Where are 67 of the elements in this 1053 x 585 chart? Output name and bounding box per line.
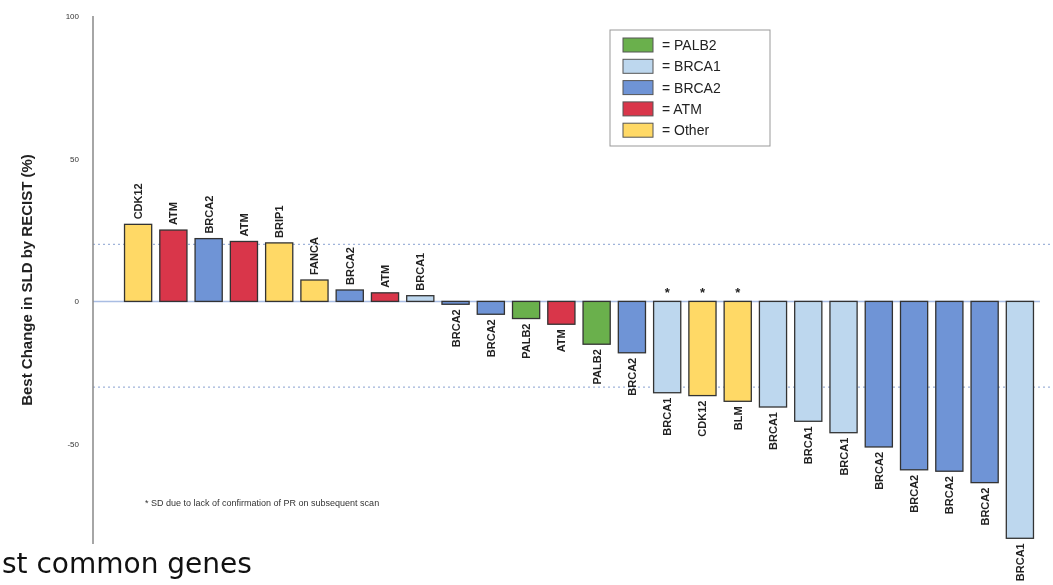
y-axis-title: Best Change in SLD by RECIST (%) bbox=[18, 154, 35, 406]
bar bbox=[1005, 300, 1035, 539]
annotation: * SD due to lack of confirmation of PR on subsequent scan bbox=[145, 498, 380, 508]
x-tick-label: BRCA2 bbox=[343, 247, 356, 285]
x-tick-label: ATM bbox=[167, 202, 180, 226]
x-tick-label: BRCA2 bbox=[872, 451, 885, 490]
bar bbox=[688, 300, 717, 397]
x-tick-label: PALB2 bbox=[520, 323, 533, 359]
x-tick-label: BRCA2 bbox=[978, 487, 991, 526]
bar bbox=[123, 223, 153, 303]
x-tick-label: BRCA1 bbox=[414, 252, 427, 291]
x-tick-label: BRIP1 bbox=[273, 205, 286, 238]
x-tick-label: PALB2 bbox=[590, 349, 603, 385]
x-tick-label: BRCA1 bbox=[766, 412, 779, 450]
bar bbox=[899, 300, 929, 471]
legend-label: = Other bbox=[662, 122, 710, 139]
x-tick-label: FANCA bbox=[308, 237, 321, 275]
bar bbox=[935, 300, 964, 472]
y-tick-label: 50 bbox=[70, 154, 80, 164]
bar bbox=[335, 289, 364, 303]
bar bbox=[194, 237, 223, 303]
legend-label: = BRCA1 bbox=[662, 58, 721, 75]
text: * bbox=[735, 285, 741, 301]
x-tick-label: BRCA1 bbox=[837, 437, 850, 476]
legend-label: = PALB2 bbox=[662, 37, 717, 53]
bar bbox=[652, 300, 682, 394]
x-tick-label: BRCA2 bbox=[202, 195, 215, 234]
x-tick-label: BRCA2 bbox=[484, 319, 497, 358]
bar bbox=[723, 300, 752, 402]
text: st common genes bbox=[2, 547, 252, 580]
text: * bbox=[699, 285, 705, 301]
x-tick-label: BLM bbox=[731, 406, 744, 431]
bar bbox=[970, 300, 999, 484]
bar bbox=[864, 300, 894, 448]
bar bbox=[758, 300, 788, 408]
bar bbox=[547, 300, 576, 325]
bar bbox=[406, 295, 435, 303]
bar bbox=[617, 300, 647, 354]
bar bbox=[441, 300, 470, 305]
y-tick-label: 100 bbox=[65, 12, 80, 21]
x-tick-label: BRCA2 bbox=[908, 474, 921, 513]
y-tick-label: 0 bbox=[74, 297, 80, 307]
x-tick-label: ATM bbox=[237, 213, 250, 237]
x-tick-label: BRCA1 bbox=[661, 397, 674, 436]
y-tick-label: -50 bbox=[67, 440, 80, 450]
bar bbox=[794, 300, 823, 422]
x-tick-label: CDK12 bbox=[132, 183, 145, 220]
text: * bbox=[664, 285, 670, 301]
x-tick-label: CDK12 bbox=[696, 400, 709, 437]
bar bbox=[264, 242, 294, 303]
x-tick-label: ATM bbox=[379, 264, 392, 288]
legend-label: = BRCA2 bbox=[662, 79, 721, 96]
x-tick-label: BRCA1 bbox=[1013, 543, 1026, 582]
bar bbox=[829, 300, 858, 434]
bar bbox=[582, 300, 611, 345]
bar bbox=[229, 240, 259, 303]
bar bbox=[300, 279, 329, 303]
legend-label: = ATM bbox=[662, 100, 702, 117]
bar bbox=[370, 292, 400, 303]
bar bbox=[476, 300, 506, 315]
x-tick-label: BRCA1 bbox=[802, 426, 815, 465]
bar bbox=[511, 300, 541, 320]
x-tick-label: BRCA2 bbox=[943, 476, 956, 515]
x-tick-label: ATM bbox=[555, 329, 568, 353]
x-tick-label: BRCA2 bbox=[625, 357, 638, 396]
bar bbox=[159, 229, 188, 303]
x-tick-label: BRCA2 bbox=[449, 309, 462, 348]
